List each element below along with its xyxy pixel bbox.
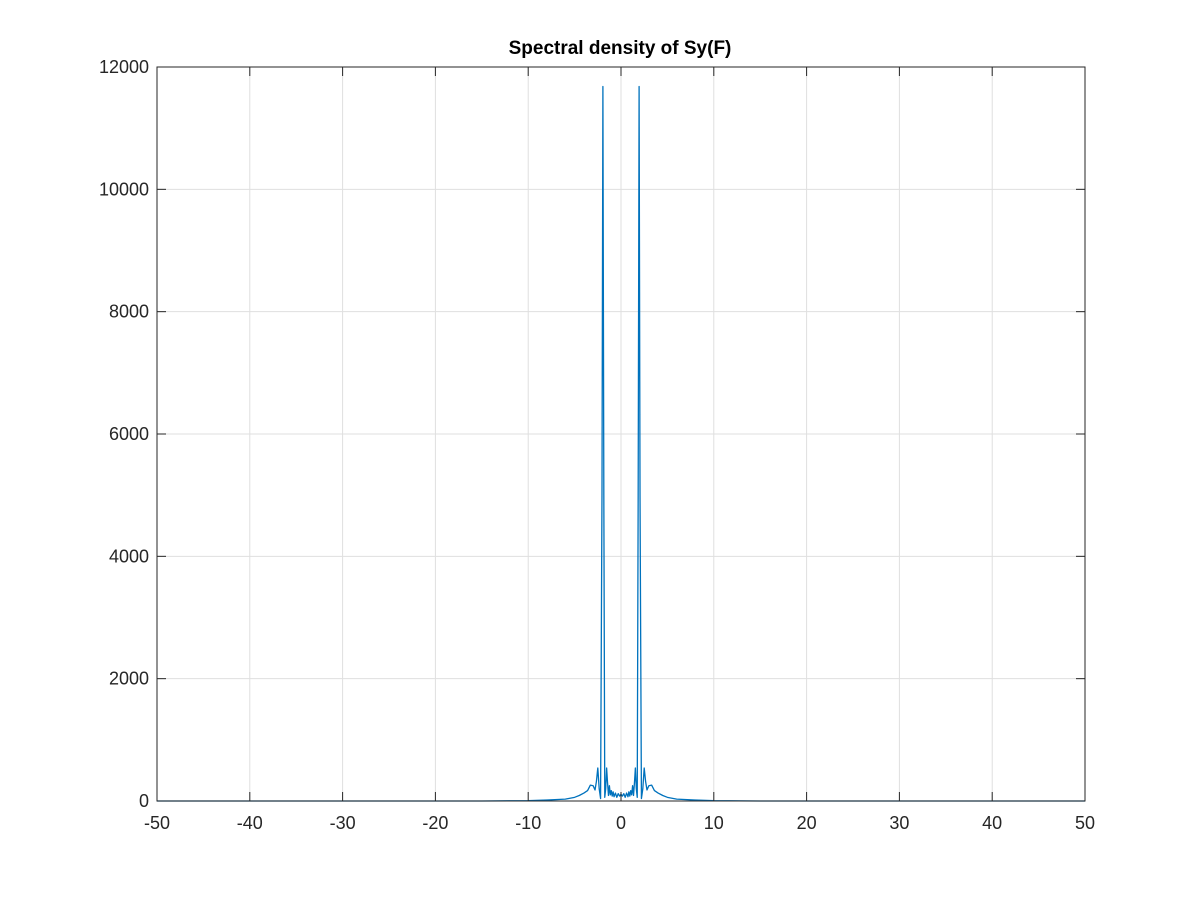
y-tick-label: 12000: [99, 57, 149, 77]
y-tick-label: 8000: [109, 302, 149, 322]
grid: [157, 67, 1085, 801]
x-tick-label: 30: [889, 813, 909, 833]
x-tick-label: 50: [1075, 813, 1095, 833]
y-tick-label: 4000: [109, 546, 149, 566]
x-tick-label: -40: [237, 813, 263, 833]
y-tick-label: 6000: [109, 424, 149, 444]
y-tick-label: 0: [139, 791, 149, 811]
x-tick-label: -10: [515, 813, 541, 833]
axes: [156, 66, 1086, 802]
y-tick-label: 10000: [99, 179, 149, 199]
x-tick-label: 40: [982, 813, 1002, 833]
x-tick-label: -30: [330, 813, 356, 833]
x-tick-label: 10: [704, 813, 724, 833]
x-tick-label: -50: [144, 813, 170, 833]
tick-labels: -50 -40 -30 -20 -10 0 10 20 30 40 50 0 2000 4000 6000 8…: [99, 57, 1095, 833]
x-tick-label: 20: [797, 813, 817, 833]
chart-title: Spectral density of Sy(F): [509, 38, 732, 59]
x-tick-label: 0: [616, 813, 626, 833]
x-tick-label: -20: [422, 813, 448, 833]
y-tick-label: 2000: [109, 669, 149, 689]
